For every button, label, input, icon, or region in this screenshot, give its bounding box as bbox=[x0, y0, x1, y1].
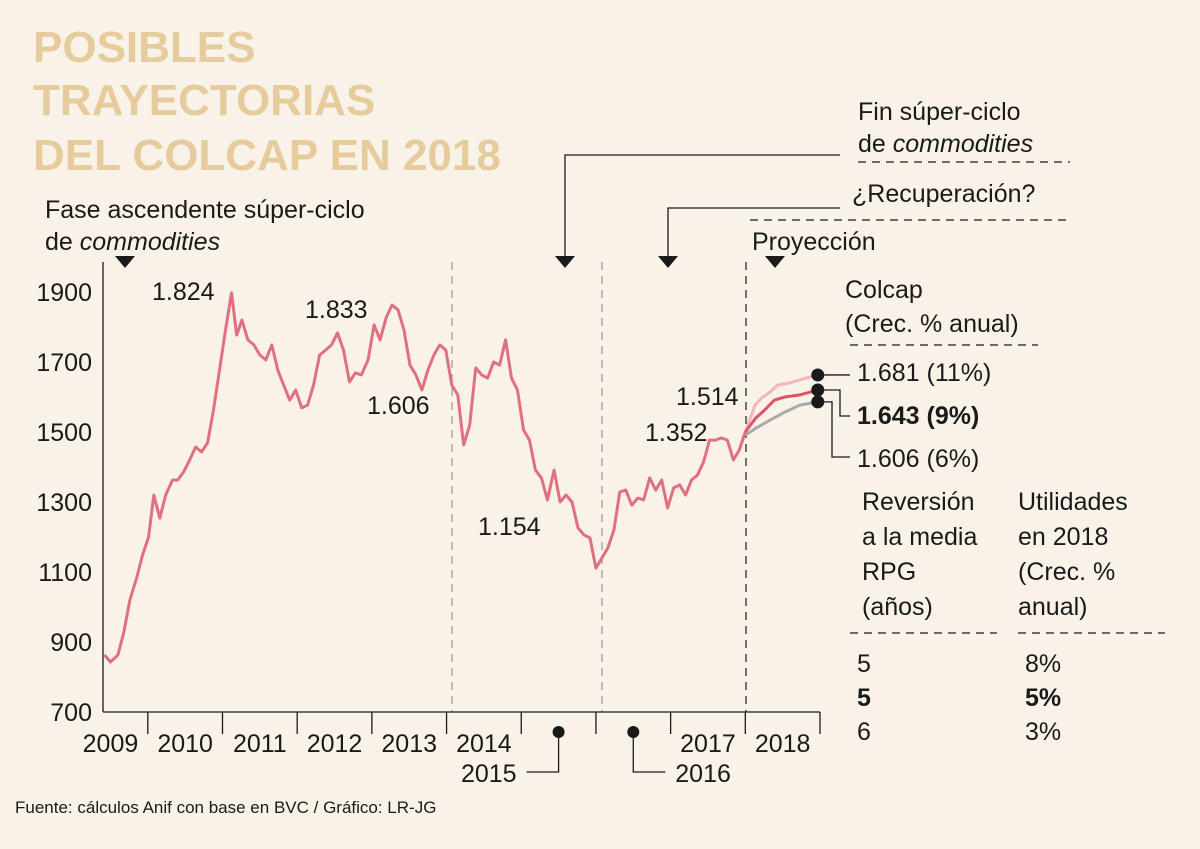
annotation: 1.154 bbox=[478, 513, 541, 541]
table-cell: 3% bbox=[1025, 718, 1061, 746]
arrow-head bbox=[115, 256, 135, 268]
table-cell: 5 bbox=[857, 650, 871, 678]
table-header: (años) bbox=[862, 593, 933, 621]
phase-label: Fin súper-ciclo bbox=[858, 98, 1021, 126]
annotation: 1.606 bbox=[367, 392, 430, 420]
title-line: TRAYECTORIAS bbox=[33, 76, 375, 125]
table-cell: 5% bbox=[1025, 684, 1061, 712]
y-tick-label: 1900 bbox=[36, 279, 92, 307]
table-header: anual) bbox=[1018, 593, 1088, 621]
annotation: 1.514 bbox=[676, 383, 739, 411]
source: Fuente: cálculos Anif con base en BVC / … bbox=[15, 798, 436, 817]
annotation: 1.352 bbox=[645, 419, 708, 447]
table-header: (Crec. % bbox=[1018, 558, 1115, 586]
table-cell: 6 bbox=[857, 718, 871, 746]
arrow-head bbox=[555, 256, 575, 268]
x-tick-label: 2016 bbox=[675, 760, 731, 788]
x-tick-label: 2013 bbox=[381, 730, 437, 758]
callout-line bbox=[632, 732, 666, 773]
y-tick-label: 700 bbox=[50, 699, 92, 727]
phase-label: de commodities bbox=[45, 228, 220, 256]
table-cell: 8% bbox=[1025, 650, 1061, 678]
series-line bbox=[103, 291, 747, 664]
phase-label: de commodities bbox=[858, 130, 1033, 158]
end-dot bbox=[811, 383, 825, 397]
phase-label: commodities bbox=[80, 228, 220, 256]
x-tick-label: 2015 bbox=[461, 760, 517, 788]
table-header: a la media bbox=[862, 523, 977, 551]
phase-label: Fase ascendente súper-ciclo bbox=[45, 196, 365, 224]
panel-title: (Crec. % anual) bbox=[845, 310, 1019, 338]
arrow-head bbox=[765, 256, 785, 268]
end-dot bbox=[811, 395, 825, 409]
callout-line bbox=[526, 732, 560, 773]
projection-line bbox=[744, 388, 819, 433]
projection-line bbox=[743, 373, 819, 433]
x-tick-label: 2012 bbox=[307, 730, 363, 758]
phase-label: ¿Recuperación? bbox=[852, 180, 1035, 208]
x-tick-label: 2009 bbox=[83, 730, 139, 758]
legend-label: 1.606 (6%) bbox=[857, 445, 979, 473]
y-tick-label: 1700 bbox=[36, 349, 92, 377]
annotation: 1.833 bbox=[305, 296, 368, 324]
end-dot bbox=[811, 368, 825, 382]
table-cell: 5 bbox=[857, 684, 871, 712]
table-header: Utilidades bbox=[1018, 488, 1128, 516]
leader-line bbox=[817, 389, 850, 417]
x-tick-label: 2017 bbox=[680, 730, 736, 758]
phase-label: de bbox=[858, 130, 886, 158]
table-header: Reversión bbox=[862, 488, 975, 516]
legend-label: 1.681 (11%) bbox=[857, 359, 991, 387]
x-tick-label: 2014 bbox=[456, 730, 512, 758]
y-tick-label: 900 bbox=[50, 629, 92, 657]
y-tick-label: 1300 bbox=[36, 489, 92, 517]
title-line: POSIBLES bbox=[33, 23, 256, 72]
projection-line bbox=[744, 400, 819, 437]
title-line: DEL COLCAP EN 2018 bbox=[33, 131, 501, 180]
table-header: RPG bbox=[862, 558, 916, 586]
y-tick-label: 1100 bbox=[38, 559, 92, 587]
legend-label: 1.643 (9%) bbox=[857, 402, 979, 430]
arrow-head bbox=[658, 256, 678, 268]
x-tick-label: 2018 bbox=[755, 730, 811, 758]
arrow bbox=[564, 154, 840, 258]
annotation: 1.824 bbox=[152, 278, 215, 306]
y-tick-label: 1500 bbox=[36, 419, 92, 447]
table-header: en 2018 bbox=[1018, 523, 1108, 551]
x-tick-label: 2011 bbox=[233, 730, 287, 758]
x-tick-label: 2010 bbox=[157, 730, 213, 758]
phase-label: commodities bbox=[893, 130, 1033, 158]
arrow bbox=[667, 207, 840, 258]
leader-line bbox=[817, 401, 850, 458]
panel-title: Colcap bbox=[845, 276, 923, 304]
phase-label: Proyección bbox=[752, 228, 876, 256]
phase-label: de bbox=[45, 228, 73, 256]
